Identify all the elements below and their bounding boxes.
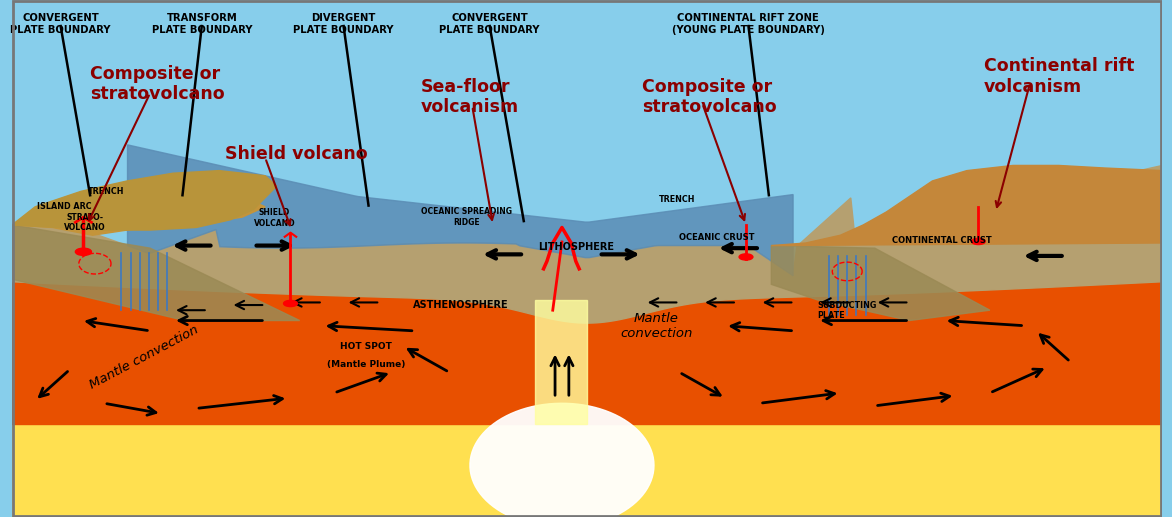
Text: TRENCH: TRENCH: [88, 187, 124, 196]
Text: LITHOSPHERE: LITHOSPHERE: [538, 242, 614, 252]
Text: CONTINENTAL CRUST: CONTINENTAL CRUST: [892, 236, 992, 245]
Text: Composite or
stratovolcano: Composite or stratovolcano: [642, 78, 777, 116]
Text: DIVERGENT
PLATE BOUNDARY: DIVERGENT PLATE BOUNDARY: [293, 13, 394, 35]
Text: CONVERGENT
PLATE BOUNDARY: CONVERGENT PLATE BOUNDARY: [440, 13, 540, 35]
Text: ISLAND ARC: ISLAND ARC: [38, 202, 93, 211]
Polygon shape: [771, 165, 1163, 246]
Polygon shape: [12, 165, 1163, 323]
Polygon shape: [12, 321, 1163, 424]
Text: SUBDUCTING
PLATE: SUBDUCTING PLATE: [817, 300, 877, 320]
Text: TRANSFORM
PLATE BOUNDARY: TRANSFORM PLATE BOUNDARY: [151, 13, 252, 35]
Circle shape: [75, 248, 91, 255]
Text: OCEANIC SPREADING
RIDGE: OCEANIC SPREADING RIDGE: [421, 207, 512, 227]
Text: ASTHENOSPHERE: ASTHENOSPHERE: [413, 300, 509, 310]
Text: TRENCH: TRENCH: [659, 194, 695, 204]
Text: Shield volcano: Shield volcano: [225, 145, 368, 163]
Text: Mantle
convection: Mantle convection: [620, 312, 693, 340]
Polygon shape: [470, 403, 654, 517]
Polygon shape: [12, 171, 277, 230]
Polygon shape: [12, 225, 300, 321]
Circle shape: [972, 238, 986, 245]
Bar: [12, 424, 1163, 517]
Circle shape: [284, 300, 298, 307]
Polygon shape: [536, 300, 587, 424]
Text: HOT SPOT: HOT SPOT: [340, 342, 393, 351]
Text: Sea-floor
volcanism: Sea-floor volcanism: [421, 78, 518, 116]
Text: SHIELD
VOLCANO: SHIELD VOLCANO: [253, 208, 295, 228]
Polygon shape: [128, 145, 793, 276]
Text: OCEANIC CRUST: OCEANIC CRUST: [680, 233, 755, 242]
Polygon shape: [12, 282, 1163, 424]
Text: STRATO-
VOLCANO: STRATO- VOLCANO: [63, 212, 105, 232]
Text: CONTINENTAL RIFT ZONE
(YOUNG PLATE BOUNDARY): CONTINENTAL RIFT ZONE (YOUNG PLATE BOUND…: [672, 13, 825, 35]
Text: Continental rift
volcanism: Continental rift volcanism: [984, 57, 1134, 96]
Text: Mantle convection: Mantle convection: [88, 324, 202, 392]
Text: (Mantle Plume): (Mantle Plume): [327, 360, 406, 369]
Circle shape: [740, 254, 752, 260]
Text: CONVERGENT
PLATE BOUNDARY: CONVERGENT PLATE BOUNDARY: [11, 13, 110, 35]
Polygon shape: [771, 246, 990, 321]
Text: Composite or
stratovolcano: Composite or stratovolcano: [90, 65, 225, 103]
Polygon shape: [12, 181, 265, 235]
